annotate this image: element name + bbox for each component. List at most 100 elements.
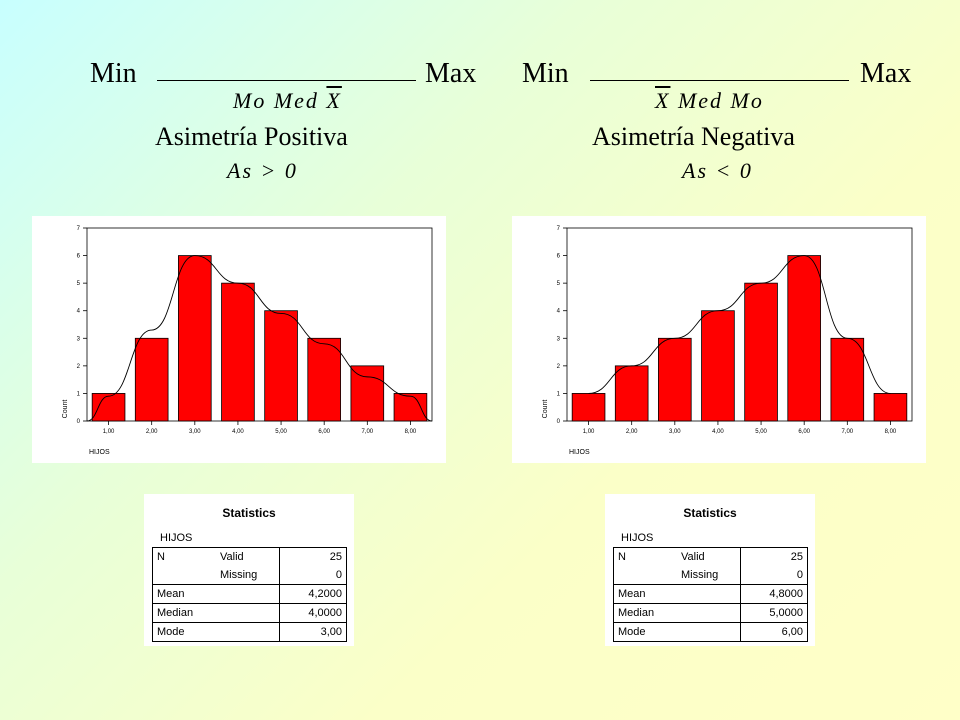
- left-max-label: Max: [425, 58, 477, 89]
- right-max-label: Max: [860, 58, 912, 89]
- stat-value: 6,00: [740, 622, 808, 642]
- stat-value: 25: [279, 547, 347, 566]
- y-tick-label: 1: [77, 391, 81, 397]
- table-row: Mean 4,2000: [152, 584, 347, 604]
- x-tick-label: 7,00: [361, 429, 373, 435]
- stat-sublabel: [216, 584, 280, 604]
- plot-frame: [86, 227, 433, 422]
- stat-sublabel: Missing: [681, 569, 719, 581]
- x-tick-label: 8,00: [885, 429, 897, 435]
- bar: [134, 337, 169, 422]
- y-tick-label: 3: [557, 336, 561, 342]
- plot-frame: [566, 227, 913, 422]
- x-tick-label: 6,00: [318, 429, 330, 435]
- stat-sublabel: [216, 603, 280, 623]
- stat-value: 25: [740, 547, 808, 566]
- left-stats-variable: HIJOS: [160, 532, 193, 544]
- y-tick-label: 1: [557, 391, 561, 397]
- bar: [787, 255, 821, 422]
- bar: [744, 282, 778, 422]
- right-stats-grid: N Valid 25 Missing 0 Mean 4,8000 Median 5,000…: [613, 547, 808, 642]
- right-stats-title: Statistics: [683, 506, 737, 520]
- right-mean-x: X: [655, 88, 671, 113]
- table-row: Median 4,0000: [152, 603, 347, 623]
- bar: [264, 310, 298, 422]
- left-histogram: 0 1 2 3 4 5 6 7 Count 1,00 2,00 3,00 4,00 5,00 6,00 7,0…: [32, 216, 446, 463]
- left-mean-x: X: [326, 88, 342, 113]
- left-mo: Mo: [233, 88, 267, 113]
- right-med: Med: [677, 88, 724, 113]
- y-tick-label: 7: [557, 226, 561, 232]
- bar: [873, 393, 908, 422]
- y-tick-label: 3: [77, 336, 81, 342]
- y-tick-label: 2: [557, 364, 561, 370]
- x-tick-label: 5,00: [755, 429, 767, 435]
- stat-label: Median: [613, 603, 677, 623]
- stat-value: 0: [279, 566, 347, 585]
- x-tick-label: 3,00: [189, 429, 201, 435]
- table-row: Missing 0: [614, 566, 808, 585]
- bar: [221, 282, 255, 422]
- right-statistics-table: Statistics HIJOS N Valid 25 Missing 0 Mean 4…: [605, 494, 815, 646]
- bar: [571, 393, 606, 422]
- right-mo: Mo: [730, 88, 764, 113]
- x-tick-label: 8,00: [405, 429, 417, 435]
- stat-sublabel: Valid: [220, 551, 244, 563]
- x-tick-label: 1,00: [583, 429, 595, 435]
- bar: [178, 255, 212, 422]
- right-min-label: Min: [522, 58, 569, 89]
- left-stats-title: Statistics: [222, 506, 276, 520]
- x-tick-label: 2,00: [146, 429, 158, 435]
- y-tick-label: 2: [77, 364, 81, 370]
- y-tick-label: 5: [77, 281, 81, 287]
- y-tick-label: 0: [557, 419, 561, 425]
- y-tick-label: 4: [77, 309, 81, 315]
- stat-value: 0: [740, 566, 808, 585]
- left-min-label: Min: [90, 58, 137, 89]
- stat-label: [614, 566, 678, 585]
- table-row: N Valid 25: [614, 547, 808, 566]
- left-title: Asimetría Positiva: [155, 122, 348, 151]
- bar: [614, 365, 649, 422]
- stat-sublabel: Missing: [220, 569, 258, 581]
- left-stats-grid: N Valid 25 Missing 0 Mean 4,2000 Median 4,000…: [152, 547, 347, 642]
- x-tick-label: 2,00: [626, 429, 638, 435]
- x-tick-label: 4,00: [712, 429, 724, 435]
- bar: [701, 310, 735, 422]
- stat-sublabel: [677, 622, 741, 642]
- left-med: Med: [273, 88, 319, 113]
- stat-value: 5,0000: [740, 603, 808, 623]
- stat-label: [153, 566, 217, 585]
- bar: [307, 337, 341, 422]
- table-row: Mode 6,00: [613, 622, 808, 642]
- right-range-line: [590, 80, 849, 81]
- table-row: Missing 0: [153, 566, 347, 585]
- y-tick-label: 0: [77, 419, 81, 425]
- bar: [350, 365, 385, 422]
- left-statistics-table: Statistics HIJOS N Valid 25 Missing 0 Mean 4…: [144, 494, 354, 646]
- x-axis-label: HIJOS: [89, 449, 110, 456]
- y-tick-label: 5: [557, 281, 561, 287]
- bar: [830, 337, 865, 422]
- left-order-labels: Mo Med X: [233, 88, 342, 114]
- stat-label: N: [157, 551, 165, 563]
- x-tick-label: 3,00: [669, 429, 681, 435]
- stat-label: Mode: [152, 622, 216, 642]
- stat-sublabel: Valid: [681, 551, 705, 563]
- stat-sublabel: [677, 584, 741, 604]
- bar: [91, 393, 126, 422]
- left-range-line: [157, 80, 416, 81]
- stat-sublabel: [677, 603, 741, 623]
- x-tick-label: 4,00: [232, 429, 244, 435]
- stat-value: 4,8000: [740, 584, 808, 604]
- right-title: Asimetría Negativa: [592, 122, 795, 151]
- stat-label: Mode: [613, 622, 677, 642]
- normal-curve: [86, 255, 433, 422]
- left-condition: As > 0: [227, 158, 298, 183]
- bar: [658, 337, 692, 422]
- left-histogram-svg: 0 1 2 3 4 5 6 7 Count 1,00 2,00 3,00 4,00 5,00 6,00 7,0…: [62, 226, 433, 456]
- bar: [393, 393, 428, 422]
- y-axis-label: Count: [62, 400, 69, 419]
- y-tick-label: 6: [557, 254, 561, 260]
- table-row: Mode 3,00: [152, 622, 347, 642]
